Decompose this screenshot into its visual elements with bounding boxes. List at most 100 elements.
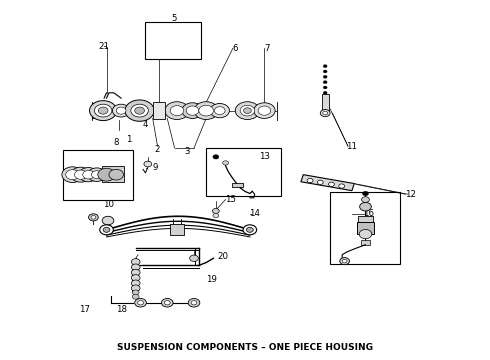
Circle shape: [307, 179, 313, 183]
Text: 14: 14: [249, 209, 260, 218]
Circle shape: [243, 225, 257, 235]
Circle shape: [194, 102, 218, 120]
Circle shape: [66, 170, 79, 180]
Bar: [153, 103, 165, 119]
Circle shape: [109, 169, 123, 180]
Text: 10: 10: [103, 201, 115, 210]
Polygon shape: [301, 175, 354, 191]
Bar: [146, 22, 201, 59]
Circle shape: [91, 216, 96, 219]
Circle shape: [135, 298, 147, 307]
Circle shape: [131, 275, 140, 281]
Text: 17: 17: [79, 305, 90, 314]
Text: 6: 6: [233, 44, 238, 53]
Bar: [322, 94, 329, 111]
Circle shape: [98, 107, 108, 114]
Circle shape: [340, 257, 349, 265]
Circle shape: [318, 180, 323, 184]
Bar: [206, 148, 281, 196]
Circle shape: [363, 192, 368, 195]
Circle shape: [103, 227, 110, 232]
Bar: [358, 216, 373, 222]
Circle shape: [359, 229, 372, 239]
Circle shape: [222, 161, 228, 165]
Circle shape: [215, 107, 225, 114]
Text: 4: 4: [143, 120, 148, 129]
Text: 21: 21: [98, 42, 110, 51]
Circle shape: [210, 103, 229, 118]
Text: SUSPENSION COMPONENTS – ONE PIECE HOUSING: SUSPENSION COMPONENTS – ONE PIECE HOUSIN…: [117, 343, 373, 352]
Circle shape: [244, 108, 251, 113]
Circle shape: [132, 294, 139, 299]
Circle shape: [246, 227, 253, 232]
Circle shape: [131, 104, 148, 117]
Circle shape: [165, 102, 189, 120]
Circle shape: [329, 182, 334, 186]
Circle shape: [342, 259, 347, 263]
Circle shape: [131, 258, 140, 265]
Circle shape: [90, 101, 117, 121]
Circle shape: [135, 107, 145, 114]
Circle shape: [323, 86, 327, 89]
Circle shape: [131, 285, 140, 291]
Text: 16: 16: [364, 209, 374, 218]
Text: 2: 2: [155, 145, 160, 154]
Circle shape: [323, 70, 327, 73]
Text: 9: 9: [152, 163, 158, 172]
Circle shape: [62, 167, 83, 183]
Circle shape: [79, 167, 98, 182]
Text: 18: 18: [116, 305, 126, 314]
Bar: [102, 166, 123, 182]
Bar: [361, 240, 370, 245]
Circle shape: [213, 208, 219, 213]
Circle shape: [89, 214, 98, 221]
Circle shape: [125, 100, 154, 121]
Circle shape: [83, 170, 95, 179]
Circle shape: [323, 75, 327, 78]
Text: 15: 15: [225, 195, 236, 204]
Circle shape: [339, 184, 344, 188]
Circle shape: [71, 167, 91, 182]
Circle shape: [116, 107, 126, 114]
Circle shape: [131, 280, 140, 287]
Bar: [330, 193, 400, 264]
Bar: [357, 222, 374, 234]
Circle shape: [102, 216, 114, 225]
Circle shape: [190, 255, 198, 261]
Circle shape: [92, 171, 102, 179]
Text: 1: 1: [125, 135, 131, 144]
Circle shape: [254, 103, 275, 118]
Circle shape: [362, 197, 369, 202]
Circle shape: [323, 111, 328, 115]
Circle shape: [95, 104, 112, 117]
Circle shape: [100, 225, 113, 235]
Circle shape: [235, 102, 260, 120]
Circle shape: [323, 81, 327, 84]
Bar: [232, 183, 243, 187]
Text: 5: 5: [172, 14, 177, 23]
Text: 12: 12: [405, 190, 416, 199]
Text: 20: 20: [218, 252, 229, 261]
Circle shape: [323, 65, 327, 68]
Circle shape: [131, 264, 140, 270]
Text: 11: 11: [346, 142, 357, 151]
Circle shape: [213, 213, 219, 218]
Circle shape: [131, 269, 140, 276]
Text: 19: 19: [205, 275, 217, 284]
Circle shape: [182, 103, 203, 118]
Circle shape: [88, 168, 106, 181]
Text: 7: 7: [264, 44, 270, 53]
Circle shape: [323, 91, 327, 94]
Circle shape: [240, 105, 255, 116]
Circle shape: [138, 301, 144, 305]
Circle shape: [186, 106, 199, 115]
Circle shape: [132, 290, 139, 295]
Circle shape: [199, 105, 214, 116]
Bar: [170, 225, 184, 235]
Circle shape: [170, 105, 184, 116]
Circle shape: [98, 168, 115, 181]
Circle shape: [164, 301, 170, 305]
Circle shape: [144, 161, 152, 167]
Text: 13: 13: [259, 152, 270, 161]
Text: 8: 8: [114, 138, 119, 147]
